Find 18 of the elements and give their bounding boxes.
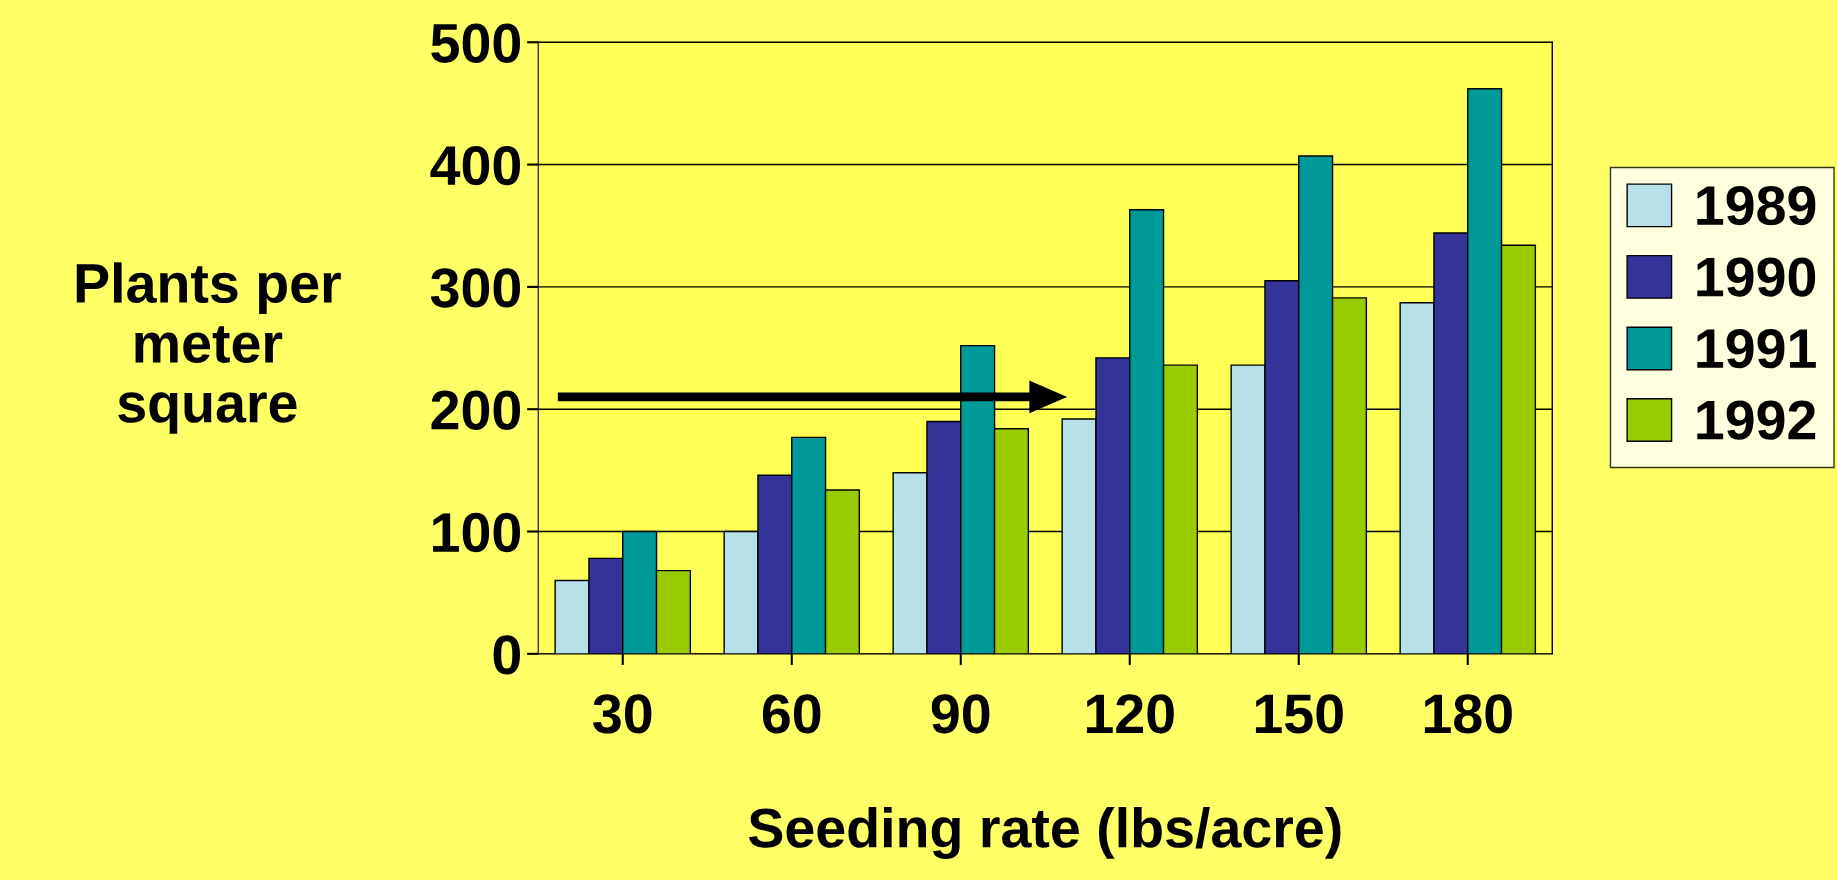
legend-label: 1992 <box>1697 400 1816 440</box>
x-tick-label: 150 <box>1255 694 1343 734</box>
y-tick-label: 0 <box>493 635 520 675</box>
y-tick-label: 200 <box>431 390 520 430</box>
y-axis-title: Plants per meter square <box>76 262 341 434</box>
x-tick-label: 120 <box>1086 694 1174 734</box>
y-tick-label: 400 <box>430 145 520 186</box>
y-tick-label: 500 <box>431 23 520 63</box>
legend-label: 1991 <box>1697 328 1816 369</box>
legend-label: 1989 <box>1697 185 1816 226</box>
x-tick-label: 60 <box>762 694 821 734</box>
y-tick-label: 300 <box>430 268 520 308</box>
x-tick-label: 30 <box>593 694 652 734</box>
x-tick-label: 90 <box>931 694 990 734</box>
x-tick-label: 180 <box>1424 694 1512 734</box>
y-tick-label: 100 <box>433 512 520 553</box>
legend-label: 1990 <box>1697 257 1816 297</box>
x-axis-title: Seeding rate (lbs/acre) <box>748 807 1341 860</box>
